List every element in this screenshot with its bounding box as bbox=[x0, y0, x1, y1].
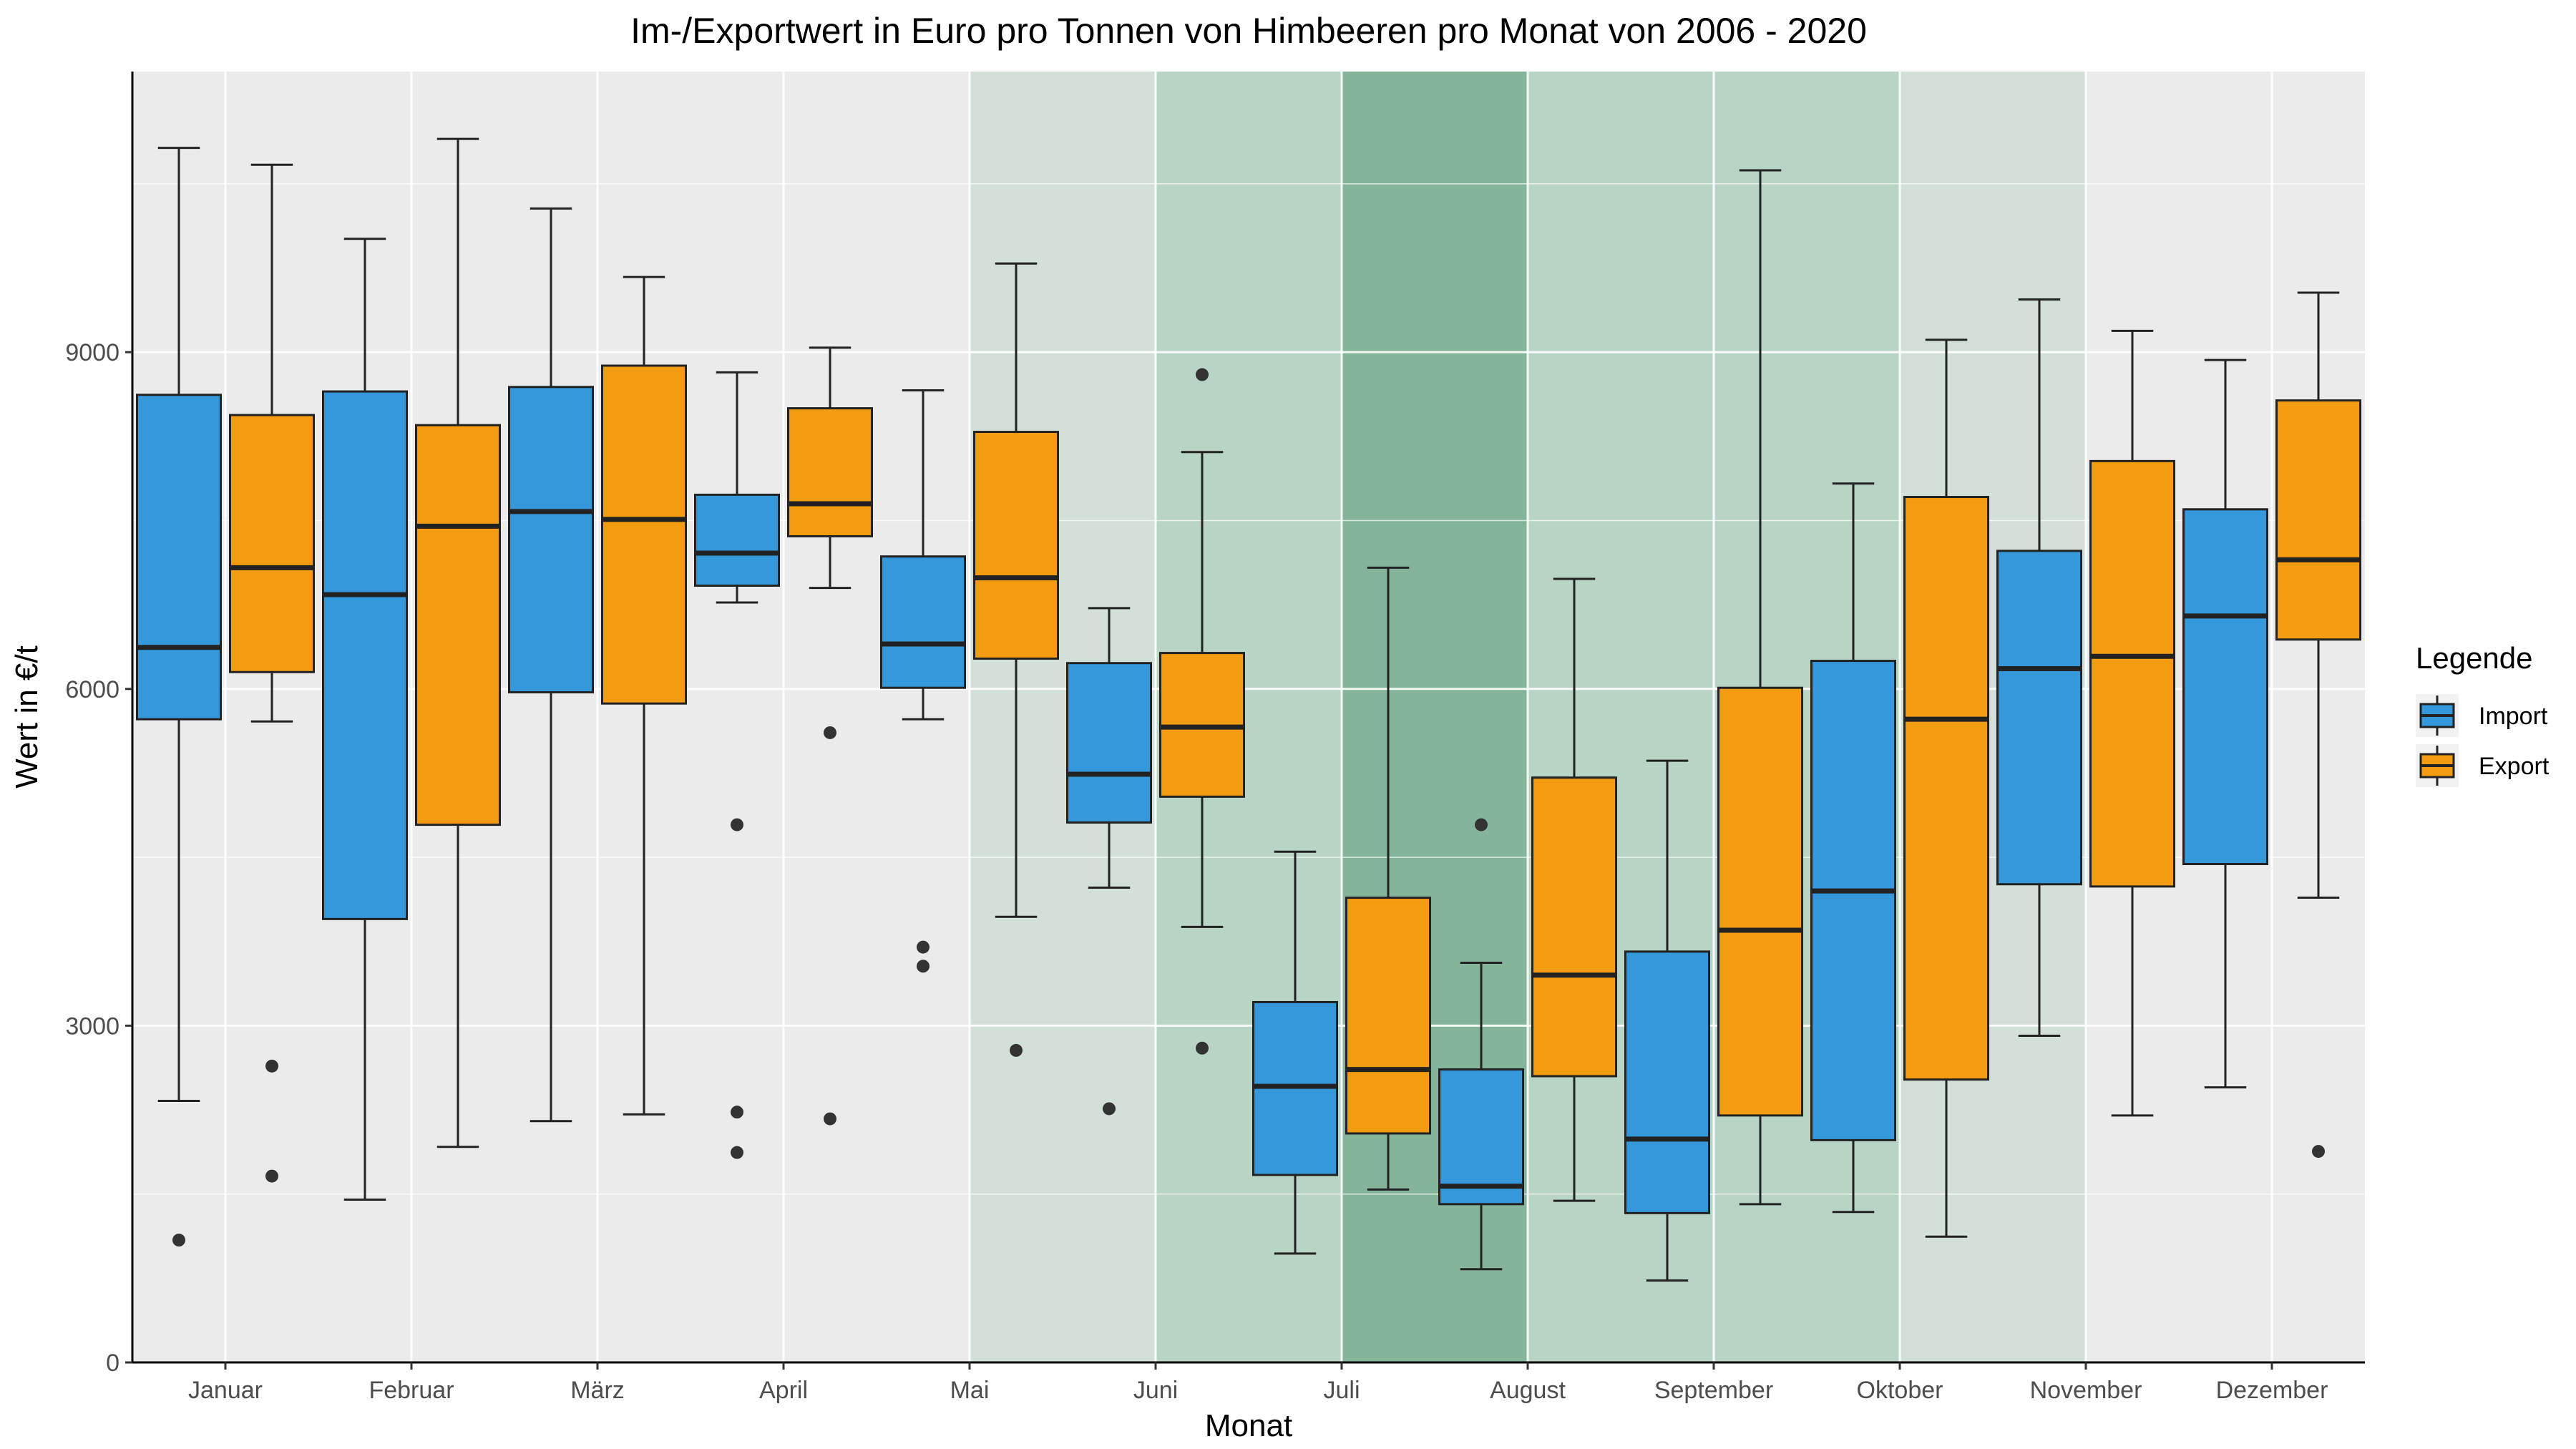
x-axis-title: Monat bbox=[1205, 1408, 1292, 1443]
x-tick-label-mai: Mai bbox=[950, 1377, 990, 1404]
box-export-dezember bbox=[2275, 291, 2361, 1158]
legend-label-export: Export bbox=[2479, 753, 2550, 780]
outlier-point-1 bbox=[265, 1059, 278, 1073]
box-series bbox=[136, 137, 2361, 1282]
box-import-dezember bbox=[2182, 358, 2268, 1089]
box-export-februar bbox=[415, 137, 501, 1148]
box-import-februar bbox=[322, 238, 408, 1201]
box-import-januar bbox=[136, 147, 222, 1247]
box-body bbox=[880, 555, 966, 689]
x-tick-label-november: November bbox=[2030, 1377, 2142, 1404]
outlier-point-1 bbox=[917, 940, 930, 954]
outlier-point-1 bbox=[2312, 1145, 2325, 1158]
box-import-november bbox=[1996, 298, 2082, 1038]
outlier-point-1 bbox=[1010, 1043, 1023, 1057]
box-import-juli bbox=[1252, 850, 1338, 1255]
box-body bbox=[694, 493, 780, 587]
box-body bbox=[973, 431, 1059, 660]
box-export-oktober bbox=[1903, 338, 1989, 1238]
box-body bbox=[1345, 897, 1431, 1135]
box-export-april bbox=[787, 346, 873, 1126]
outlier-point-1 bbox=[1103, 1102, 1116, 1116]
box-body bbox=[1717, 686, 1803, 1117]
x-tick-label-oktober: Oktober bbox=[1857, 1377, 1943, 1404]
y-tick-label-9000: 9000 bbox=[65, 339, 119, 366]
outlier-point-2 bbox=[917, 960, 930, 973]
box-body bbox=[1624, 950, 1710, 1214]
x-tick-label-juli: Juli bbox=[1323, 1377, 1360, 1404]
box-body bbox=[2182, 508, 2268, 865]
x-tick-label-august: August bbox=[1490, 1377, 1566, 1404]
x-tick-label-september: September bbox=[1654, 1377, 1773, 1404]
legend: Legende Import Export bbox=[2416, 641, 2550, 787]
outlier-point-2 bbox=[731, 1106, 743, 1119]
box-import-juni bbox=[1066, 607, 1152, 1116]
outlier-point-1 bbox=[172, 1234, 185, 1247]
x-tick-label-januar: Januar bbox=[188, 1377, 263, 1404]
outlier-point-3 bbox=[731, 1146, 743, 1159]
box-export-september bbox=[1717, 169, 1803, 1206]
box-body bbox=[1066, 662, 1152, 824]
legend-item-export: Export bbox=[2416, 744, 2550, 787]
box-body bbox=[229, 414, 315, 673]
outlier-point-1 bbox=[731, 818, 743, 831]
box-body bbox=[136, 394, 222, 721]
y-axis-title: Wert in €/t bbox=[9, 645, 44, 789]
box-import-mai bbox=[880, 389, 966, 973]
box-import-oktober bbox=[1810, 482, 1896, 1214]
y-tick-label-6000: 6000 bbox=[65, 676, 119, 703]
outlier-point-1 bbox=[1475, 818, 1488, 831]
box-body bbox=[1996, 550, 2082, 886]
outlier-point-2 bbox=[1196, 1041, 1209, 1055]
legend-items: Import Export bbox=[2416, 694, 2550, 787]
box-export-juli bbox=[1345, 566, 1431, 1191]
box-import-september bbox=[1624, 759, 1710, 1282]
legend-item-import: Import bbox=[2416, 694, 2548, 737]
box-export-november bbox=[2089, 329, 2175, 1117]
x-axis-ticks: Januar Februar März April Mai Juni Juli August S… bbox=[188, 1362, 2328, 1404]
box-import-august bbox=[1438, 818, 1524, 1271]
box-body bbox=[601, 364, 687, 705]
box-body bbox=[415, 424, 501, 826]
box-body bbox=[508, 386, 594, 693]
legend-label-import: Import bbox=[2479, 703, 2548, 730]
series-export bbox=[229, 137, 2361, 1238]
box-export-juni bbox=[1159, 368, 1245, 1055]
y-tick-label-3000: 3000 bbox=[65, 1013, 119, 1040]
legend-title: Legende bbox=[2416, 641, 2533, 675]
box-export-mai bbox=[973, 262, 1059, 1057]
box-body bbox=[1531, 776, 1617, 1078]
chart-title: Im-/Exportwert in Euro pro Tonnen von Hi… bbox=[630, 11, 1867, 51]
box-body bbox=[787, 407, 873, 537]
box-body bbox=[1903, 496, 1989, 1081]
box-body bbox=[322, 390, 408, 920]
y-axis-ticks: 0 3000 6000 9000 bbox=[65, 339, 132, 1377]
outlier-point-2 bbox=[265, 1169, 278, 1183]
outlier-point-1 bbox=[1196, 368, 1209, 381]
box-body bbox=[1438, 1068, 1524, 1206]
x-tick-label-juni: Juni bbox=[1133, 1377, 1178, 1404]
x-tick-label-april: April bbox=[759, 1377, 808, 1404]
y-tick-label-0: 0 bbox=[106, 1350, 119, 1377]
series-import bbox=[136, 147, 2268, 1282]
box-export-august bbox=[1531, 577, 1617, 1202]
box-import-april bbox=[694, 371, 780, 1159]
box-body bbox=[2089, 459, 2175, 888]
box-body bbox=[2275, 399, 2361, 641]
x-tick-label-februar: Februar bbox=[369, 1377, 454, 1404]
box-export-januar bbox=[229, 163, 315, 1183]
outlier-point-1 bbox=[824, 726, 836, 739]
box-import-märz bbox=[508, 207, 594, 1123]
box-export-märz bbox=[601, 275, 687, 1116]
box-body bbox=[1810, 660, 1896, 1141]
x-tick-label-märz: März bbox=[570, 1377, 625, 1404]
outlier-point-2 bbox=[824, 1112, 836, 1126]
x-tick-label-dezember: Dezember bbox=[2216, 1377, 2328, 1404]
